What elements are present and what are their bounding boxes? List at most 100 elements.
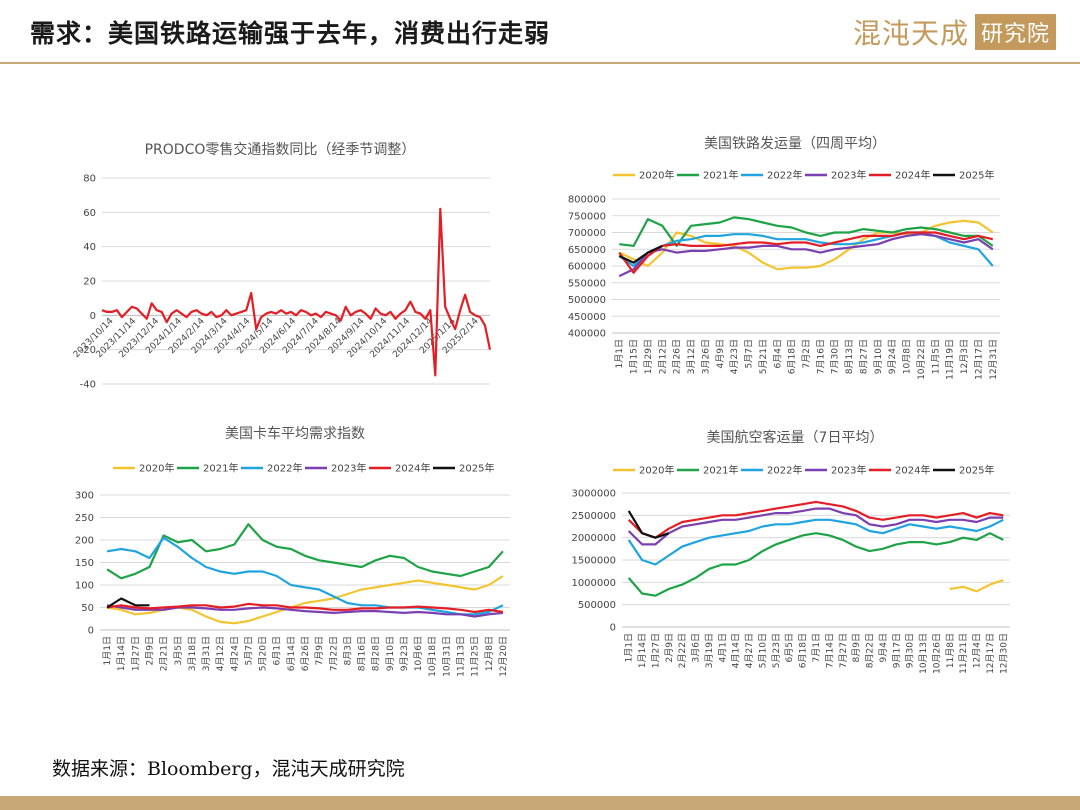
x-tick-label: 2月21日 [159,636,170,671]
x-tick-label: 1月1日 [624,633,635,662]
series-line-2020年 [949,579,1004,593]
x-tick-label: 1月15日 [629,339,640,374]
truck-svg: 美国卡车平均需求指数 300 250 200 150 100 50 0 1月1日 1月14日 1月2… [75,425,510,677]
y-tick-label: -40 [80,380,96,391]
x-tick-label: 9月10日 [873,339,884,374]
legend-label: 2022年 [767,464,802,477]
chart-rail-shipments: 美国铁路发运量（四周平均） 800000 750000 700000 650000 600… [560,128,1030,393]
x-tick-label: 10月8日 [902,339,913,374]
legend-label: 2024年 [895,464,930,477]
y-tick-label: 700000 [568,228,606,239]
chart-air-passengers: 美国航空客运量（7日平均） 3000000 2500000 2000000 150000… [560,420,1030,695]
y-tick-label: 250 [75,513,94,524]
x-tick-label: 11月8日 [945,633,956,668]
x-tick-label: 7月2日 [801,339,812,368]
y-tick-label: 400000 [568,329,606,340]
x-tick-label: 7月27日 [838,633,849,668]
logo-box: 研究院 [974,14,1056,50]
y-tick-label: 0 [610,623,616,634]
x-tick-label: 12月20日 [498,636,509,677]
x-tick-label: 3月6日 [691,633,702,662]
y-tick-label: 300 [75,491,94,502]
y-tick-label: 80 [83,174,96,185]
y-tick-label: 40 [83,242,96,253]
x-tick-label: 6月26日 [300,636,311,671]
x-tick-label: 12月17日 [973,339,984,380]
x-tick-label: 9月24日 [887,339,898,374]
x-tick-label: 1月14日 [116,636,127,671]
x-tick-label: 4月14日 [731,633,742,668]
series-line-2024年 [106,602,504,614]
x-tick-label: 5月23日 [771,633,782,668]
x-tick-label: 12月17日 [985,633,996,674]
x-tick-label: 12月4日 [972,633,983,668]
legend-label: 2024年 [895,169,930,182]
series-line-2023年 [618,233,994,278]
x-tick-label: 8月22日 [865,633,876,668]
x-tick-label: 8月28日 [371,636,382,671]
x-tick-label: 11月13日 [456,636,467,677]
x-tick-label: 5月20日 [258,636,269,671]
x-tick-label: 8月16日 [357,636,368,671]
logo-text: 混沌天成 [852,17,969,50]
x-tick-label: 8月27日 [858,339,869,374]
x-tick-label: 4月1日 [717,633,728,662]
x-tick-label: 4月27日 [744,633,755,668]
x-tick-label: 7月16日 [815,339,826,374]
x-tick-label: 9月30日 [905,633,916,668]
x-tick-label: 1月29日 [643,339,654,374]
x-tick-label: 12月31日 [988,339,999,380]
x-tick-label: 5月21日 [758,339,769,374]
legend-label: 2024年 [395,462,430,475]
series-line-2024年 [618,231,994,274]
y-tick-label: 800000 [568,195,606,206]
chart-title: 美国航空客运量（7日平均） [707,429,884,446]
x-tick-label: 7月30日 [830,339,841,374]
y-tick-label: 500000 [578,600,616,611]
series-line-2020年 [106,575,504,625]
x-tick-label: 6月4日 [772,339,783,368]
x-tick-label: 4月23日 [729,339,740,374]
x-tick-label: 11月5日 [930,339,941,374]
y-tick-label: 450000 [568,312,606,323]
y-tick-label: 0 [88,626,94,637]
x-tick-label: 3月19日 [704,633,715,668]
legend-label: 2022年 [767,169,802,182]
y-tick-label: 60 [83,208,96,219]
x-tick-label: 4月9日 [715,339,726,368]
x-tick-label: 1月27日 [650,633,661,668]
y-tick-label: 600000 [568,262,606,273]
legend-label: 2021年 [703,169,738,182]
x-tick-label: 2月22日 [677,633,688,668]
x-tick-label: 7月22日 [328,636,339,671]
page-title: 需求：美国铁路运输强于去年，消费出行走弱 [30,19,551,48]
series-line-prodco [101,207,492,377]
chart-title: 美国卡车平均需求指数 [225,425,365,442]
x-tick-label: 2月26日 [672,339,683,374]
x-tick-label: 9月4日 [878,633,889,662]
x-tick-label: 4月24日 [229,636,240,671]
x-tick-label: 6月5日 [784,633,795,662]
x-tick-label: 3月31日 [201,636,212,671]
x-tick-label: 1月1日 [614,339,625,368]
x-tick-label: 2月9日 [144,636,155,665]
x-tick-label: 12月8日 [484,636,495,671]
x-tick-label: 5月10日 [757,633,768,668]
series-line-2021年 [106,523,504,580]
brand-logo: 混沌天成 研究院 [853,12,1056,52]
x-tick-label: 1月14日 [637,633,648,668]
x-tick-label: 10月18日 [427,636,438,677]
x-tick-label: 4月12日 [215,636,226,671]
series-line-2025年 [106,597,150,609]
legend-label: 2022年 [267,462,302,475]
y-tick-label: 50 [81,603,94,614]
chart-prodco: PRODCO零售交通指数同比（经季节调整） 80 60 40 20 0 -20 -40 2023… [60,128,500,398]
x-tick-label: 5月7日 [243,636,254,665]
series-line-2023年 [627,507,1004,546]
x-tick-label: 8月3日 [342,636,353,665]
x-tick-label: 9月17日 [891,633,902,668]
series-line-2022年 [106,536,504,616]
x-tick-label: 10月26日 [931,633,942,674]
x-tick-label: 3月26日 [700,339,711,374]
x-tick-label: 9月23日 [399,636,410,671]
